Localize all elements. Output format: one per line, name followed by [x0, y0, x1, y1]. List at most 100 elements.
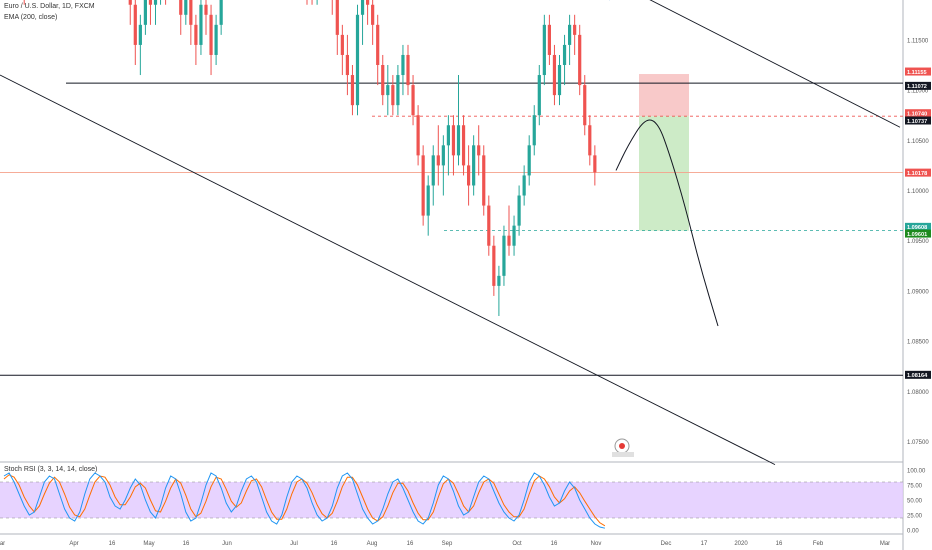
time-tick-label: 2020 [734, 541, 748, 547]
candle [593, 145, 597, 186]
candle-body [588, 125, 592, 156]
take-profit-zone [639, 116, 689, 231]
candle-body [335, 0, 339, 35]
time-tick-label: 16 [183, 541, 190, 547]
stoch-d-line [3, 474, 606, 527]
candle [416, 105, 420, 166]
stoch-rsi-label: Stoch RSI (3, 3, 14, 14, close) [4, 466, 98, 473]
candle [436, 125, 440, 186]
price-label-text: 1.10737 [907, 119, 927, 125]
candle-body [411, 85, 415, 116]
candle [492, 235, 496, 296]
price-label: 1.09601 [905, 229, 931, 238]
projection-curve[interactable] [615, 119, 719, 327]
candle-body [345, 54, 349, 76]
candle [133, 0, 137, 65]
price-label-bg [905, 229, 931, 238]
time-tick-label: Apr [69, 541, 78, 547]
time-tick-label: Dec [661, 541, 672, 547]
trendlines[interactable] [0, 0, 901, 465]
candle [401, 44, 405, 96]
candle-body [568, 24, 572, 45]
candle [507, 205, 511, 256]
price-label-text: 1.11155 [907, 70, 927, 76]
candle [472, 135, 476, 196]
candle-body [406, 54, 410, 86]
candle [426, 175, 430, 236]
candle-body [209, 14, 213, 55]
position-zones [639, 74, 689, 231]
candle-body [552, 54, 557, 96]
rsi-tick-label: 25.00 [907, 514, 923, 520]
grid-lines [0, 0, 904, 550]
price-label-bg [905, 81, 931, 90]
horizontal-levels [0, 82, 903, 376]
candle [306, 0, 308, 5]
candle-body [199, 4, 203, 45]
candle [165, 0, 167, 5]
candle-body [583, 85, 587, 126]
candle [517, 185, 521, 236]
candle-body [512, 225, 516, 246]
candle-body [522, 175, 526, 196]
candle [143, 0, 147, 35]
candle-body [487, 205, 491, 246]
candle [487, 195, 491, 256]
candle [184, 0, 188, 25]
time-tick-label: 16 [776, 541, 783, 547]
candle [502, 225, 506, 286]
candle [467, 145, 471, 206]
candle-body [517, 195, 521, 226]
time-tick-label: Mar [0, 541, 5, 547]
candle-body [138, 24, 142, 45]
candle-body [381, 65, 385, 96]
candle-body [401, 54, 405, 76]
price-tick-label: 1.11000 [907, 89, 929, 95]
candle-body [557, 65, 562, 96]
candle [153, 0, 158, 25]
ema-indicator-label: EMA (200, close) [4, 14, 58, 21]
price-tick-label: 1.08500 [907, 340, 929, 346]
candle [568, 14, 572, 65]
candle [214, 14, 218, 65]
candle [340, 24, 344, 76]
candle [456, 75, 461, 166]
candle [160, 0, 162, 5]
time-tick-label: Mar [880, 541, 890, 547]
candle-body [436, 155, 440, 166]
candle [179, 0, 183, 35]
candle-body [426, 185, 430, 216]
candle-body [204, 4, 208, 15]
candle [219, 0, 223, 35]
candle-body [128, 0, 132, 5]
candle [376, 14, 380, 86]
rsi-tick-label: 100.00 [907, 469, 926, 475]
candle-body [446, 125, 450, 146]
candle-body [386, 85, 390, 96]
candle [381, 54, 385, 106]
candle-body [467, 165, 471, 186]
candle [532, 105, 536, 156]
candle-body [350, 75, 355, 106]
symbol-title: Euro / U.S. Dollar, 1D, FXCM [4, 3, 95, 10]
candle [482, 145, 486, 216]
candle [345, 34, 349, 96]
price-label: 1.11072 [905, 81, 931, 90]
candle [360, 0, 365, 45]
candle-body [472, 145, 476, 186]
upper-channel-trendline [649, 0, 901, 128]
time-tick-label: May [143, 541, 154, 547]
candle [209, 4, 213, 76]
candle [411, 75, 415, 126]
candle [335, 0, 339, 55]
candle-body [477, 145, 481, 156]
candle-body [391, 85, 395, 106]
price-label: 1.08164 [905, 370, 931, 379]
candle [199, 0, 203, 55]
candle [522, 165, 526, 206]
candle [311, 0, 313, 5]
candle [451, 115, 456, 176]
candle-body [360, 0, 365, 15]
candle-body [148, 0, 153, 5]
